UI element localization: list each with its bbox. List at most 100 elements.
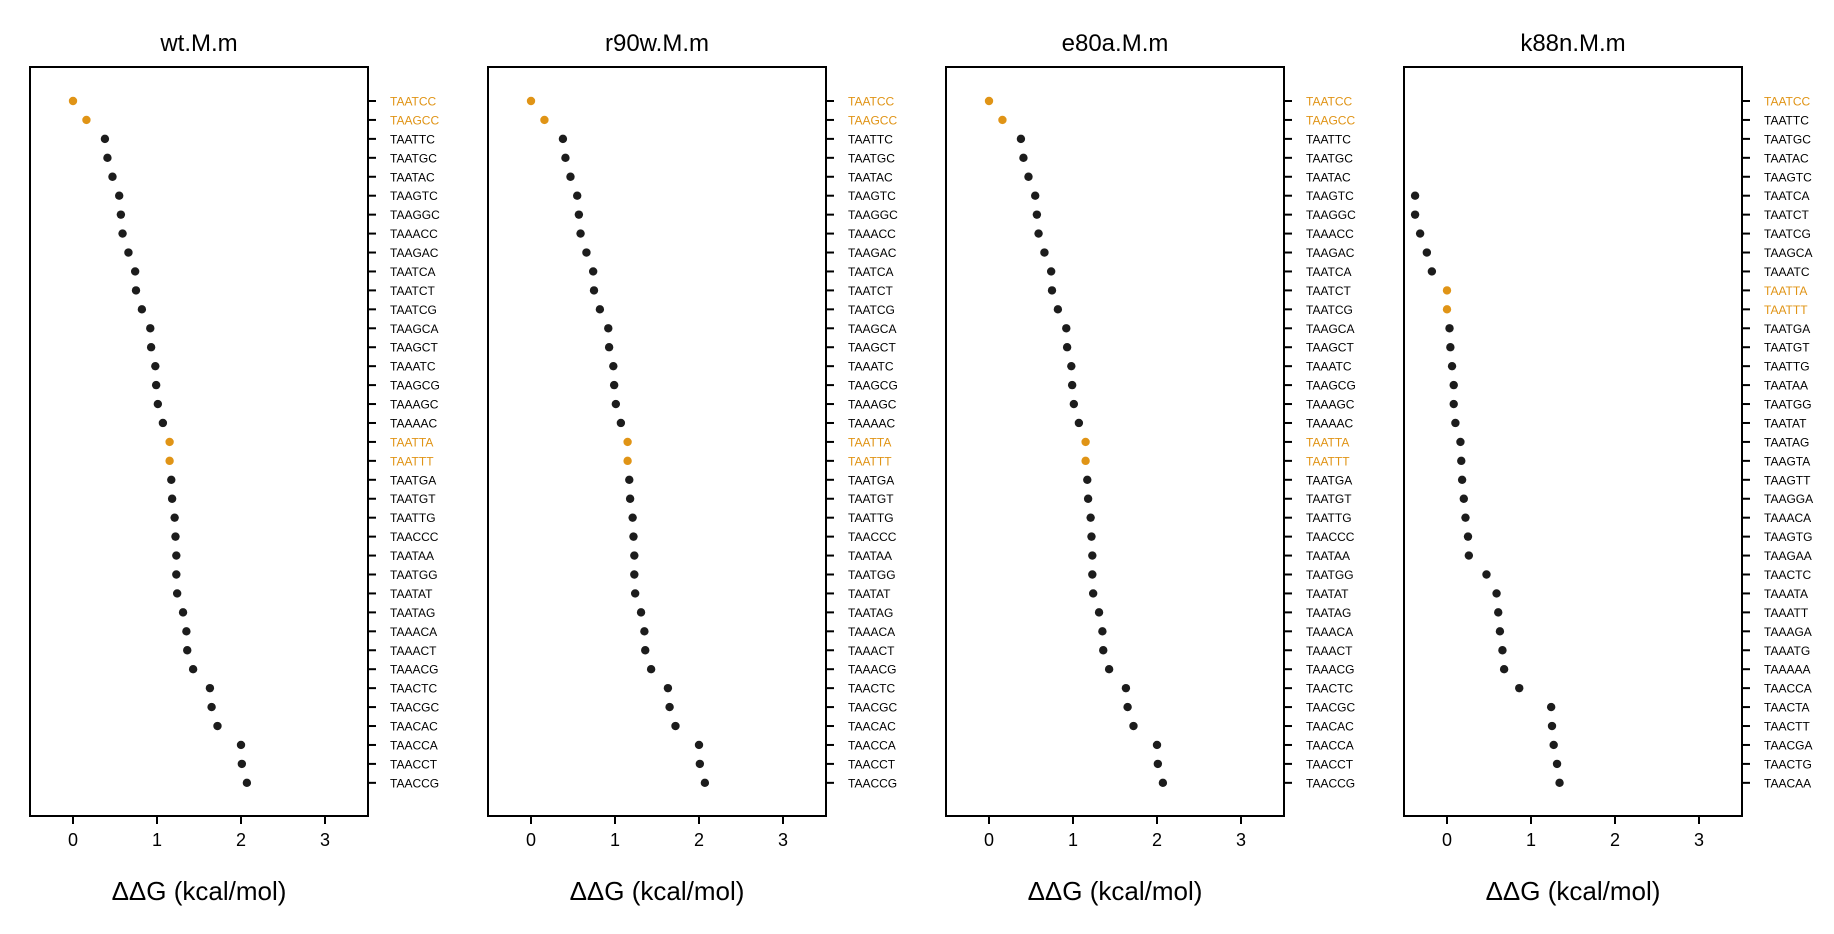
y-tick-label: TAACAC bbox=[848, 720, 896, 734]
data-point bbox=[118, 229, 127, 238]
y-tick-label: TAAGTC bbox=[1306, 189, 1354, 203]
data-point bbox=[628, 513, 637, 522]
y-tick-label: TAATGC bbox=[1306, 151, 1353, 165]
data-point bbox=[151, 361, 160, 371]
y-tick-label: TAAATG bbox=[1764, 644, 1810, 658]
y-tick-label: TAACTA bbox=[1764, 701, 1810, 715]
data-point bbox=[700, 778, 710, 788]
data-point bbox=[1494, 608, 1503, 617]
x-tick-label: 3 bbox=[1236, 830, 1246, 850]
data-point bbox=[574, 210, 584, 219]
data-point bbox=[1016, 134, 1026, 144]
data-point bbox=[137, 305, 147, 314]
data-point bbox=[1442, 305, 1452, 314]
y-tick-label: TAATTA bbox=[848, 435, 891, 449]
y-tick-label: TAACGC bbox=[848, 701, 897, 715]
y-tick-label: TAAACC bbox=[390, 227, 438, 241]
y-tick-label: TAACCT bbox=[390, 757, 438, 771]
data-point bbox=[640, 627, 649, 636]
data-point bbox=[1498, 646, 1507, 655]
x-tick-label: 2 bbox=[1152, 830, 1162, 850]
x-tick-label: 0 bbox=[984, 830, 994, 850]
y-tick-label: TAAGAC bbox=[1306, 246, 1355, 260]
y-tick-label: TAATAG bbox=[1764, 435, 1809, 449]
data-point bbox=[213, 721, 222, 731]
x-tick-label: 2 bbox=[694, 830, 704, 850]
data-point bbox=[1449, 399, 1458, 409]
y-tick-label: TAAGTC bbox=[1764, 170, 1812, 184]
x-tick-label: 0 bbox=[526, 830, 536, 850]
data-point bbox=[604, 324, 613, 333]
data-point bbox=[1121, 683, 1131, 693]
y-tick-label: TAATGA bbox=[390, 473, 436, 487]
data-point bbox=[1446, 343, 1455, 352]
y-tick-label: TAATTA bbox=[1306, 435, 1349, 449]
data-point bbox=[1451, 418, 1460, 428]
data-point bbox=[641, 646, 650, 655]
y-tick-label: TAAGTC bbox=[848, 189, 896, 203]
y-tick-label: TAAAGA bbox=[1764, 625, 1812, 639]
y-tick-label: TAAGCC bbox=[390, 113, 439, 127]
y-tick-label: TAATTT bbox=[1764, 303, 1808, 317]
data-point bbox=[566, 172, 575, 181]
data-point bbox=[663, 683, 673, 693]
data-point bbox=[694, 740, 704, 750]
y-tick-label: TAAGAC bbox=[390, 246, 439, 260]
data-point bbox=[1067, 380, 1077, 390]
y-tick-label: TAATCT bbox=[390, 284, 436, 298]
data-point bbox=[1088, 570, 1097, 579]
data-point bbox=[1445, 324, 1454, 333]
data-point bbox=[165, 437, 174, 447]
data-point bbox=[188, 665, 198, 674]
y-tick-label: TAATAA bbox=[1764, 379, 1808, 393]
y-tick-label: TAATGG bbox=[390, 568, 438, 582]
panel-title: r90w.M.m bbox=[605, 30, 709, 57]
data-point bbox=[1463, 532, 1473, 541]
data-point bbox=[1069, 399, 1079, 409]
x-tick-label: 3 bbox=[1694, 830, 1704, 850]
data-point bbox=[1464, 551, 1474, 560]
y-tick-label: TAATGC bbox=[848, 151, 895, 165]
y-tick-label: TAAATC bbox=[390, 360, 436, 374]
data-point bbox=[588, 267, 598, 276]
y-tick-label: TAATGC bbox=[1764, 132, 1811, 146]
data-point bbox=[1081, 456, 1090, 466]
data-point bbox=[630, 551, 639, 560]
y-tick-label: TAATCC bbox=[848, 95, 895, 109]
panel-4: k88n.M.m 0 1 2 3 ΔΔG (kcal/mol) TAATCC TAATTC TA… bbox=[1403, 30, 1813, 906]
y-tick-label: TAATGT bbox=[1306, 492, 1352, 506]
data-point bbox=[646, 665, 656, 674]
y-tick-label: TAATTG bbox=[390, 511, 436, 525]
data-point bbox=[1492, 589, 1501, 598]
y-tick-label: TAAGCA bbox=[848, 322, 896, 336]
y-tick-label: TAAGTG bbox=[1764, 530, 1812, 544]
data-point bbox=[167, 494, 177, 503]
y-tick-label: TAAGGC bbox=[848, 208, 898, 222]
y-tick-label: TAATTC bbox=[848, 132, 893, 146]
y-tick-label: TAATGT bbox=[848, 492, 894, 506]
y-tick-label: TAATCC bbox=[390, 95, 437, 109]
data-point bbox=[171, 532, 180, 541]
y-tick-label: TAAGGC bbox=[1306, 208, 1356, 222]
y-tick-label: TAATAC bbox=[848, 170, 893, 184]
y-tick-label: TAATCG bbox=[848, 303, 895, 317]
data-point bbox=[1427, 267, 1437, 276]
y-tick-label: TAAACT bbox=[1306, 644, 1353, 658]
y-tick-label: TAAAAC bbox=[1306, 416, 1353, 430]
y-tick-label: TAACCT bbox=[848, 757, 896, 771]
y-tick-label: TAAAGC bbox=[848, 398, 897, 412]
y-tick-label: TAAACG bbox=[848, 663, 896, 677]
y-tick-label: TAATCG bbox=[390, 303, 437, 317]
y-tick-label: TAACTC bbox=[1764, 568, 1811, 582]
y-tick-label: TAACCT bbox=[1306, 757, 1354, 771]
data-point bbox=[526, 96, 536, 106]
data-point bbox=[611, 399, 621, 409]
data-point bbox=[604, 343, 614, 352]
y-tick-label: TAATTT bbox=[1306, 454, 1350, 468]
y-tick-label: TAAGCA bbox=[1306, 322, 1354, 336]
data-point bbox=[1499, 665, 1509, 674]
data-point bbox=[625, 475, 634, 484]
y-tick-label: TAATGA bbox=[1306, 473, 1352, 487]
x-tick-label: 1 bbox=[152, 830, 162, 850]
y-tick-label: TAATGG bbox=[1764, 398, 1812, 412]
